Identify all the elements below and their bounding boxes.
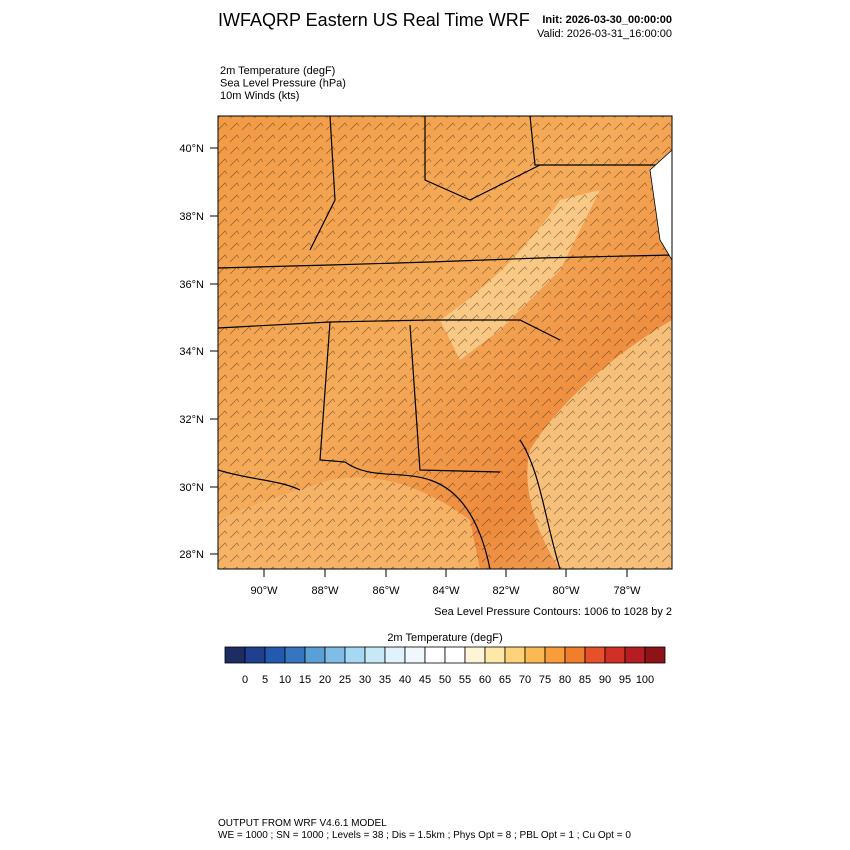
footer-line: OUTPUT FROM WRF V4.6.1 MODEL [218, 818, 387, 829]
lon-label: 84°W [432, 585, 460, 597]
colorbar-box [344, 646, 366, 664]
colorbar-label: 0 [242, 674, 248, 686]
colorbar-box [304, 646, 326, 664]
colorbar-box [484, 646, 506, 664]
colorbar-box [604, 646, 626, 664]
colorbar-label: 15 [299, 674, 311, 686]
colorbar-label: 5 [262, 674, 268, 686]
lat-label: 30°N [179, 482, 204, 494]
lat-label: 34°N [179, 346, 204, 358]
colorbar-box [264, 646, 286, 664]
field-label: 10m Winds (kts) [220, 90, 299, 102]
footer-line: WE = 1000 ; SN = 1000 ; Levels = 38 ; Di… [218, 830, 631, 841]
colorbar-box [624, 646, 646, 664]
colorbar-label: 20 [319, 674, 331, 686]
field-label: Sea Level Pressure (hPa) [220, 78, 346, 90]
colorbar-label: 30 [359, 674, 371, 686]
colorbar-box [464, 646, 486, 664]
colorbar-box [544, 646, 566, 664]
init-time: Init: 2026-03-30_00:00:00 [542, 14, 672, 26]
lat-label: 36°N [179, 279, 204, 291]
colorbar-label: 25 [339, 674, 351, 686]
lon-label: 88°W [311, 585, 339, 597]
colorbar-label: 70 [519, 674, 531, 686]
colorbar-box [584, 646, 606, 664]
colorbar-label: 90 [599, 674, 611, 686]
lat-label: 40°N [179, 143, 204, 155]
colorbar-box [504, 646, 526, 664]
colorbar-label: 100 [636, 674, 654, 686]
lat-label: 28°N [179, 549, 204, 561]
colorbar-label: 45 [419, 674, 431, 686]
colorbar-box [424, 646, 446, 664]
map-frame [217, 115, 673, 570]
colorbar-box [404, 646, 426, 664]
colorbar-label: 10 [279, 674, 291, 686]
colorbar-label: 55 [459, 674, 471, 686]
colorbar-box [244, 646, 266, 664]
colorbar-label: 60 [479, 674, 491, 686]
title: IWFAQRP Eastern US Real Time WRF [218, 10, 530, 30]
lat-label: 32°N [179, 414, 204, 426]
colorbar-title: 2m Temperature (degF) [387, 632, 502, 644]
colorbar-box [564, 646, 586, 664]
colorbar-box [444, 646, 466, 664]
colorbar-label: 35 [379, 674, 391, 686]
lon-label: 90°W [250, 585, 278, 597]
colorbar-label: 50 [439, 674, 451, 686]
contour-note: Sea Level Pressure Contours: 1006 to 102… [434, 606, 672, 618]
colorbar-box [284, 646, 306, 664]
colorbar-box [324, 646, 346, 664]
colorbar-label: 65 [499, 674, 511, 686]
map-area [218, 116, 672, 569]
colorbar-label: 40 [399, 674, 411, 686]
lon-label: 78°W [613, 585, 641, 597]
lon-label: 82°W [492, 585, 520, 597]
lon-label: 86°W [372, 585, 400, 597]
colorbar-box [524, 646, 546, 664]
lat-label: 38°N [179, 211, 204, 223]
colorbar-label: 95 [619, 674, 631, 686]
colorbar-box [364, 646, 386, 664]
colorbar-label: 85 [579, 674, 591, 686]
colorbar-box [644, 646, 666, 664]
valid-time: Valid: 2026-03-31_16:00:00 [537, 28, 672, 40]
lon-label: 80°W [552, 585, 580, 597]
colorbar-box [224, 646, 246, 664]
colorbar-box [384, 646, 406, 664]
colorbar-label: 80 [559, 674, 571, 686]
field-label: 2m Temperature (degF) [220, 65, 335, 77]
colorbar-label: 75 [539, 674, 551, 686]
